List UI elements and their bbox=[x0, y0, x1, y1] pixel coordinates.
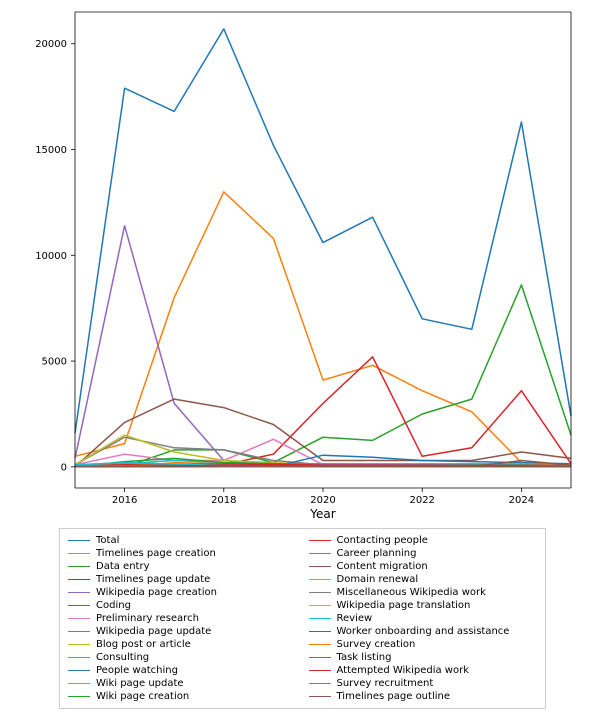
legend-item: Wiki page update bbox=[68, 678, 297, 689]
legend-label: Wiki page creation bbox=[96, 691, 189, 702]
series-line bbox=[75, 192, 571, 467]
legend-swatch bbox=[68, 644, 90, 645]
series-line bbox=[75, 357, 571, 467]
legend-label: Preliminary research bbox=[96, 613, 199, 624]
legend-item: Review bbox=[309, 613, 538, 624]
x-tick-label: 2016 bbox=[112, 495, 137, 506]
legend-item: Wikipedia page update bbox=[68, 626, 297, 637]
legend-label: People watching bbox=[96, 665, 178, 676]
y-tick-label: 0 bbox=[61, 462, 67, 473]
legend-label: Domain renewal bbox=[337, 574, 419, 585]
legend-item: Wikipedia page translation bbox=[309, 600, 538, 611]
y-tick-label: 15000 bbox=[35, 145, 67, 156]
legend-swatch bbox=[309, 657, 331, 658]
legend-label: Wikipedia page update bbox=[96, 626, 211, 637]
legend-item: Domain renewal bbox=[309, 574, 538, 585]
legend-item: Contacting people bbox=[309, 535, 538, 546]
legend-label: Career planning bbox=[337, 548, 417, 559]
legend-label: Review bbox=[337, 613, 373, 624]
legend-item: Consulting bbox=[68, 652, 297, 663]
legend-swatch bbox=[309, 644, 331, 645]
legend-swatch bbox=[68, 540, 90, 541]
legend-item: People watching bbox=[68, 665, 297, 676]
legend-label: Attempted Wikipedia work bbox=[337, 665, 470, 676]
legend-item: Coding bbox=[68, 600, 297, 611]
legend-swatch bbox=[309, 605, 331, 606]
legend-swatch bbox=[68, 553, 90, 554]
x-tick-label: 2024 bbox=[509, 495, 534, 506]
y-tick-label: 20000 bbox=[35, 39, 67, 50]
legend-label: Coding bbox=[96, 600, 131, 611]
legend-label: Wiki page update bbox=[96, 678, 184, 689]
series-line bbox=[75, 466, 571, 467]
legend-swatch bbox=[309, 618, 331, 619]
legend-swatch bbox=[309, 579, 331, 580]
x-tick-label: 2020 bbox=[310, 495, 335, 506]
legend-label: Wikipedia page translation bbox=[337, 600, 471, 611]
legend-swatch bbox=[309, 670, 331, 671]
legend-swatch bbox=[309, 592, 331, 593]
legend-swatch bbox=[68, 631, 90, 632]
legend-swatch bbox=[68, 696, 90, 697]
legend: Total Contacting people Timelines page cre… bbox=[59, 528, 546, 709]
legend-swatch bbox=[309, 696, 331, 697]
legend-swatch bbox=[68, 657, 90, 658]
y-tick-label: 10000 bbox=[35, 251, 67, 262]
legend-label: Timelines page creation bbox=[96, 548, 216, 559]
legend-label: Timelines page outline bbox=[337, 691, 451, 702]
legend-label: Timelines page update bbox=[96, 574, 210, 585]
y-tick-label: 5000 bbox=[42, 357, 67, 368]
legend-swatch bbox=[309, 683, 331, 684]
legend-swatch bbox=[68, 670, 90, 671]
legend-item: Worker onboarding and assistance bbox=[309, 626, 538, 637]
legend-label: Data entry bbox=[96, 561, 150, 572]
legend-item: Survey recruitment bbox=[309, 678, 538, 689]
legend-swatch bbox=[68, 592, 90, 593]
legend-item: Task listing bbox=[309, 652, 538, 663]
legend-item: Preliminary research bbox=[68, 613, 297, 624]
legend-swatch bbox=[309, 631, 331, 632]
legend-swatch bbox=[68, 579, 90, 580]
legend-swatch bbox=[68, 618, 90, 619]
legend-label: Consulting bbox=[96, 652, 149, 663]
legend-item: Content migration bbox=[309, 561, 538, 572]
legend-label: Total bbox=[96, 535, 119, 546]
legend-swatch bbox=[68, 566, 90, 567]
x-tick-label: 2018 bbox=[211, 495, 236, 506]
legend-label: Survey creation bbox=[337, 639, 416, 650]
legend-label: Worker onboarding and assistance bbox=[337, 626, 510, 637]
legend-item: Attempted Wikipedia work bbox=[309, 665, 538, 676]
legend-item: Data entry bbox=[68, 561, 297, 572]
legend-item: Timelines page update bbox=[68, 574, 297, 585]
legend-label: Contacting people bbox=[337, 535, 428, 546]
legend-label: Miscellaneous Wikipedia work bbox=[337, 587, 486, 598]
legend-label: Task listing bbox=[337, 652, 392, 663]
legend-item: Timelines page outline bbox=[309, 691, 538, 702]
legend-item: Wiki page creation bbox=[68, 691, 297, 702]
legend-item: Wikipedia page creation bbox=[68, 587, 297, 598]
legend-item: Miscellaneous Wikipedia work bbox=[309, 587, 538, 598]
legend-label: Blog post or article bbox=[96, 639, 191, 650]
legend-swatch bbox=[309, 553, 331, 554]
x-axis-label: Year bbox=[309, 507, 335, 521]
legend-item: Career planning bbox=[309, 548, 538, 559]
legend-swatch bbox=[68, 605, 90, 606]
legend-label: Wikipedia page creation bbox=[96, 587, 217, 598]
x-tick-label: 2022 bbox=[409, 495, 434, 506]
series-line bbox=[75, 226, 571, 467]
legend-item: Total bbox=[68, 535, 297, 546]
legend-item: Timelines page creation bbox=[68, 548, 297, 559]
legend-item: Blog post or article bbox=[68, 639, 297, 650]
legend-swatch bbox=[309, 540, 331, 541]
legend-label: Survey recruitment bbox=[337, 678, 434, 689]
legend-swatch bbox=[309, 566, 331, 567]
legend-item: Survey creation bbox=[309, 639, 538, 650]
legend-swatch bbox=[68, 683, 90, 684]
legend-label: Content migration bbox=[337, 561, 428, 572]
chart-container: { "chart": { "type": "line", "width_px":… bbox=[0, 0, 606, 724]
